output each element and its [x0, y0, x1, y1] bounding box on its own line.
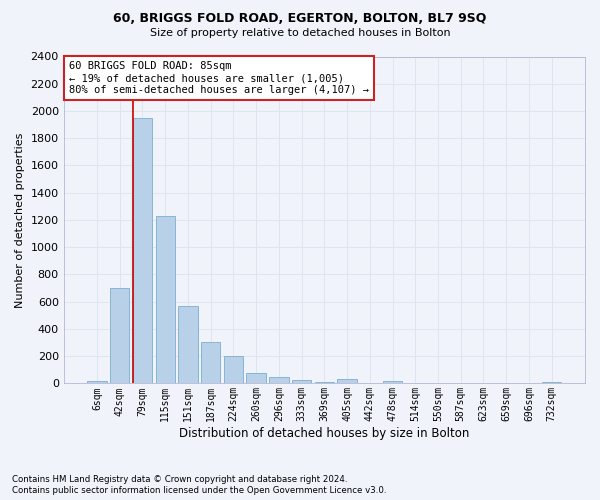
Text: Size of property relative to detached houses in Bolton: Size of property relative to detached ho… — [149, 28, 451, 38]
Bar — [178, 306, 197, 384]
Bar — [133, 118, 152, 384]
Bar — [155, 216, 175, 384]
Bar — [110, 288, 130, 384]
Bar — [360, 382, 379, 384]
Bar — [224, 356, 243, 384]
Bar — [247, 372, 266, 384]
Text: Contains public sector information licensed under the Open Government Licence v3: Contains public sector information licen… — [12, 486, 386, 495]
Bar — [201, 342, 220, 384]
Text: Contains HM Land Registry data © Crown copyright and database right 2024.: Contains HM Land Registry data © Crown c… — [12, 475, 347, 484]
Bar — [88, 382, 107, 384]
Bar — [292, 380, 311, 384]
Bar — [337, 380, 357, 384]
Bar — [269, 378, 289, 384]
X-axis label: Distribution of detached houses by size in Bolton: Distribution of detached houses by size … — [179, 427, 470, 440]
Y-axis label: Number of detached properties: Number of detached properties — [15, 132, 25, 308]
Bar — [314, 382, 334, 384]
Bar — [383, 382, 402, 384]
Bar — [542, 382, 562, 384]
Text: 60, BRIGGS FOLD ROAD, EGERTON, BOLTON, BL7 9SQ: 60, BRIGGS FOLD ROAD, EGERTON, BOLTON, B… — [113, 12, 487, 26]
Text: 60 BRIGGS FOLD ROAD: 85sqm
← 19% of detached houses are smaller (1,005)
80% of s: 60 BRIGGS FOLD ROAD: 85sqm ← 19% of deta… — [69, 62, 369, 94]
